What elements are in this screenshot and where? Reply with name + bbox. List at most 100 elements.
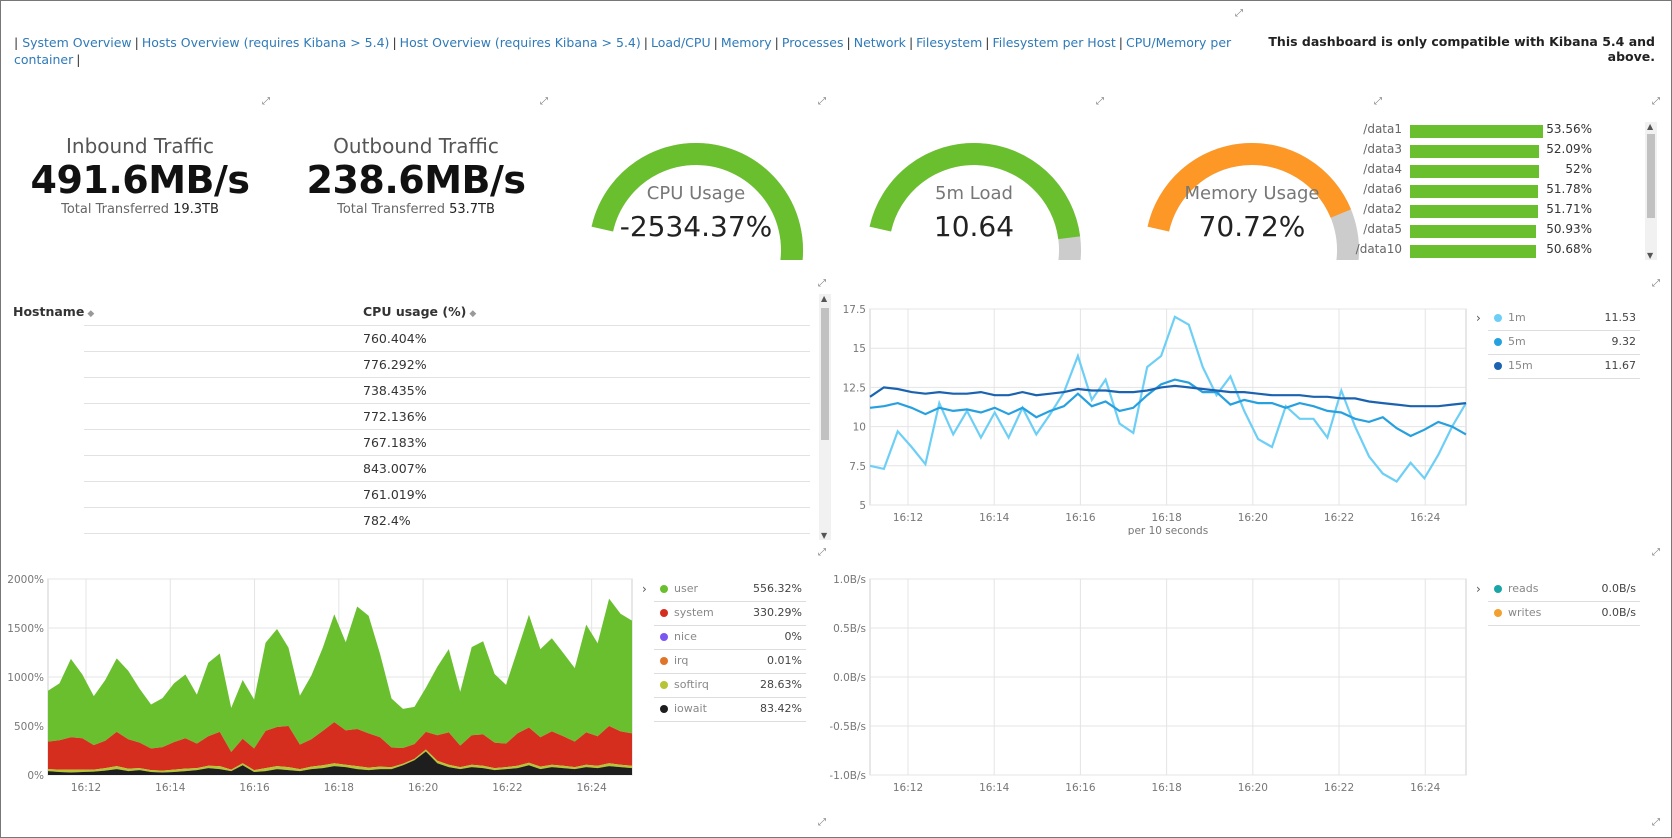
series-line-1m[interactable] bbox=[869, 315, 1467, 483]
legend-toggle-icon[interactable]: › bbox=[642, 582, 647, 596]
expand-icon[interactable]: ⤢ bbox=[1652, 547, 1660, 558]
legend-item[interactable]: reads 0.0B/s bbox=[1488, 578, 1640, 602]
cpu-usage-cell: 776.292% bbox=[363, 357, 427, 372]
disk-usage-percent: 51.78% bbox=[1546, 182, 1592, 196]
table-row[interactable]: 761.019% bbox=[84, 481, 810, 507]
legend-item[interactable]: nice 0% bbox=[654, 626, 806, 650]
legend-series-name: nice bbox=[674, 630, 697, 643]
scrollbar-thumb[interactable] bbox=[821, 308, 829, 440]
nav-link-system-overview[interactable]: System Overview bbox=[22, 35, 132, 50]
expand-icon[interactable]: ⤢ bbox=[1374, 96, 1382, 107]
legend-series-value: 0% bbox=[784, 630, 802, 643]
table-row[interactable]: 843.007% bbox=[84, 455, 810, 481]
cpu-usage-cell: 772.136% bbox=[363, 409, 427, 424]
disk-usage-bar bbox=[1410, 225, 1536, 238]
legend-item[interactable]: system 330.29% bbox=[654, 602, 806, 626]
table-row[interactable]: 782.4% bbox=[84, 507, 810, 533]
nav-link-filesystem-per-host[interactable]: Filesystem per Host bbox=[992, 35, 1116, 50]
expand-icon[interactable]: ⤢ bbox=[818, 817, 826, 828]
outbound-traffic-value: 238.6MB/s bbox=[306, 158, 526, 202]
legend-item[interactable]: 15m 11.67 bbox=[1488, 355, 1640, 379]
legend-item[interactable]: user 556.32% bbox=[654, 578, 806, 602]
legend-item[interactable]: softirq 28.63% bbox=[654, 674, 806, 698]
x-tick-label: 16:12 bbox=[71, 782, 101, 794]
expand-icon[interactable]: ⤢ bbox=[818, 278, 826, 289]
table-row[interactable] bbox=[84, 533, 810, 545]
expand-icon[interactable]: ⤢ bbox=[1652, 817, 1660, 828]
table-row[interactable]: 767.183% bbox=[84, 429, 810, 455]
nav-separator: | bbox=[1118, 35, 1123, 50]
nav-separator: | bbox=[14, 35, 23, 50]
expand-icon[interactable]: ⤢ bbox=[1652, 278, 1660, 289]
x-tick-label: 16:24 bbox=[1410, 782, 1441, 794]
disk-usage-percent: 51.71% bbox=[1546, 202, 1592, 216]
nav-link-host-overview-requires-kibana-5-4[interactable]: Host Overview (requires Kibana > 5.4) bbox=[399, 35, 641, 50]
scroll-down-icon[interactable]: ▼ bbox=[821, 531, 828, 540]
x-tick-label: 16:20 bbox=[408, 782, 438, 794]
scroll-down-icon[interactable]: ▼ bbox=[1647, 251, 1654, 260]
legend-series-name: system bbox=[674, 606, 714, 619]
expand-icon[interactable]: ⤢ bbox=[540, 96, 548, 107]
x-tick-label: 16:14 bbox=[979, 782, 1010, 794]
table-row[interactable]: 738.435% bbox=[84, 377, 810, 403]
legend-item[interactable]: iowait 83.42% bbox=[654, 698, 806, 722]
table-row[interactable]: 776.292% bbox=[84, 351, 810, 377]
legend-series-value: 11.53 bbox=[1604, 311, 1637, 324]
nav-link-network[interactable]: Network bbox=[853, 35, 906, 50]
legend-toggle-icon[interactable]: › bbox=[1476, 582, 1481, 596]
legend-item[interactable]: irq 0.01% bbox=[654, 650, 806, 674]
cpu-breakdown-chart: 2000% 1500% 1000% 500% 0% 16:12 16:14 16:16 16:1… bbox=[7, 574, 633, 794]
legend-item[interactable]: 5m 9.32 bbox=[1488, 331, 1640, 355]
column-header-hostname[interactable]: Hostname ◆ bbox=[13, 304, 94, 319]
y-tick-label: 7.5 bbox=[849, 461, 866, 473]
y-tick-label: 0.5B/s bbox=[833, 623, 866, 635]
nav-link-processes[interactable]: Processes bbox=[781, 35, 844, 50]
nav-link-hosts-overview-requires-kibana-5-4[interactable]: Hosts Overview (requires Kibana > 5.4) bbox=[141, 35, 390, 50]
total-transferred-value: 53.7TB bbox=[449, 202, 495, 217]
y-tick-label: 0% bbox=[27, 770, 44, 782]
y-tick-label: 17.5 bbox=[843, 304, 866, 316]
series-area-user[interactable] bbox=[48, 598, 632, 752]
legend-series-value: 330.29% bbox=[753, 606, 802, 619]
sort-icon[interactable]: ◆ bbox=[469, 309, 477, 319]
nav-link-memory[interactable]: Memory bbox=[720, 35, 772, 50]
series-area-softirq[interactable] bbox=[48, 749, 632, 773]
nav-separator: | bbox=[392, 35, 397, 50]
table-scrollbar[interactable]: ▲ ▼ bbox=[819, 294, 831, 540]
series-area-iowait[interactable] bbox=[48, 751, 632, 775]
series-line-5m[interactable] bbox=[869, 378, 1467, 438]
legend-item[interactable]: writes 0.0B/s bbox=[1488, 602, 1640, 626]
sort-icon[interactable]: ◆ bbox=[87, 309, 95, 319]
disk-usage-percent: 50.93% bbox=[1546, 222, 1592, 236]
nav-link-cpu-memory-per-container[interactable]: CPU/Memory per container bbox=[14, 35, 1232, 67]
nav-link-load-cpu[interactable]: Load/CPU bbox=[650, 35, 711, 50]
table-row[interactable]: 760.404% bbox=[84, 325, 810, 351]
series-line-15m[interactable] bbox=[869, 384, 1467, 408]
scroll-up-icon[interactable]: ▲ bbox=[1647, 122, 1654, 131]
legend-series-name: 5m bbox=[1508, 335, 1526, 348]
cpu-usage-cell: 760.404% bbox=[363, 331, 427, 346]
nav-link-filesystem[interactable]: Filesystem bbox=[916, 35, 983, 50]
legend-item[interactable]: 1m 11.53 bbox=[1488, 307, 1640, 331]
scrollbar-thumb[interactable] bbox=[1647, 134, 1655, 218]
expand-icon[interactable]: ⤢ bbox=[1096, 96, 1104, 107]
legend-series-name: 15m bbox=[1508, 359, 1533, 372]
cpu-usage-value: -2534.37% bbox=[619, 210, 773, 243]
expand-icon[interactable]: ⤢ bbox=[818, 547, 826, 558]
series-area-system[interactable] bbox=[48, 722, 632, 771]
y-tick-label: 10 bbox=[853, 422, 866, 434]
legend-color-dot bbox=[1494, 362, 1502, 370]
column-header-cpu-usage[interactable]: CPU usage (%) ◆ bbox=[363, 304, 476, 319]
cpu-usage-cell: 843.007% bbox=[363, 461, 427, 476]
legend-series-name: writes bbox=[1508, 606, 1542, 619]
legend-toggle-icon[interactable]: › bbox=[1476, 311, 1481, 325]
expand-icon[interactable]: ⤢ bbox=[1652, 96, 1660, 107]
table-row[interactable]: 772.136% bbox=[84, 403, 810, 429]
expand-icon[interactable]: ⤢ bbox=[262, 96, 270, 107]
disk-usage-row: /data3 52.09% bbox=[1354, 142, 1644, 160]
expand-icon[interactable]: ⤢ bbox=[1235, 8, 1243, 19]
expand-icon[interactable]: ⤢ bbox=[818, 96, 826, 107]
legend-series-name: softirq bbox=[674, 678, 709, 691]
disk-list-scrollbar[interactable]: ▲ ▼ bbox=[1645, 122, 1657, 260]
scroll-up-icon[interactable]: ▲ bbox=[821, 294, 828, 303]
